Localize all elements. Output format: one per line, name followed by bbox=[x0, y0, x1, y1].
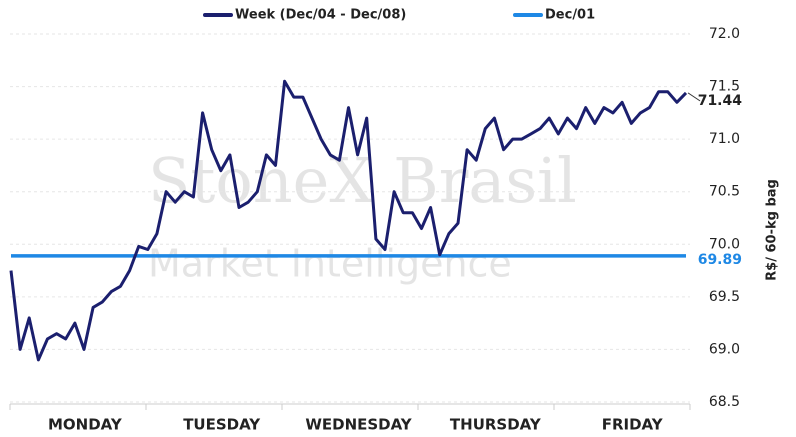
y-tick-label: 71.0 bbox=[709, 131, 740, 147]
y-tick-label: 68.5 bbox=[709, 394, 740, 410]
y-tick-label: 71.5 bbox=[709, 79, 740, 95]
y-tick-label: 70.0 bbox=[709, 236, 740, 252]
x-tick-label: MONDAY bbox=[48, 416, 123, 434]
end-label: 71.44 bbox=[698, 93, 743, 109]
watermark: Market Intelligence bbox=[148, 242, 512, 286]
y-tick-label: 70.5 bbox=[709, 184, 740, 200]
legend-label: Week (Dec/04 - Dec/08) bbox=[235, 8, 406, 23]
x-tick-label: WEDNESDAY bbox=[305, 416, 412, 434]
end-label: 69.89 bbox=[698, 252, 742, 268]
x-tick-label: TUESDAY bbox=[183, 416, 261, 434]
leader bbox=[687, 92, 701, 102]
x-tick-label: THURSDAY bbox=[450, 416, 542, 434]
legend-label: Dec/01 bbox=[545, 8, 595, 23]
y-tick-label: 69.0 bbox=[709, 341, 740, 357]
x-tick-label: FRIDAY bbox=[602, 416, 664, 434]
y-tick-label: 69.5 bbox=[709, 289, 740, 305]
series-line bbox=[9, 79, 688, 362]
y-tick-label: 72.0 bbox=[709, 26, 740, 42]
y-axis-label: R$/ 60-kg bag bbox=[765, 179, 780, 281]
watermark: StoneX Brasil bbox=[148, 144, 577, 217]
